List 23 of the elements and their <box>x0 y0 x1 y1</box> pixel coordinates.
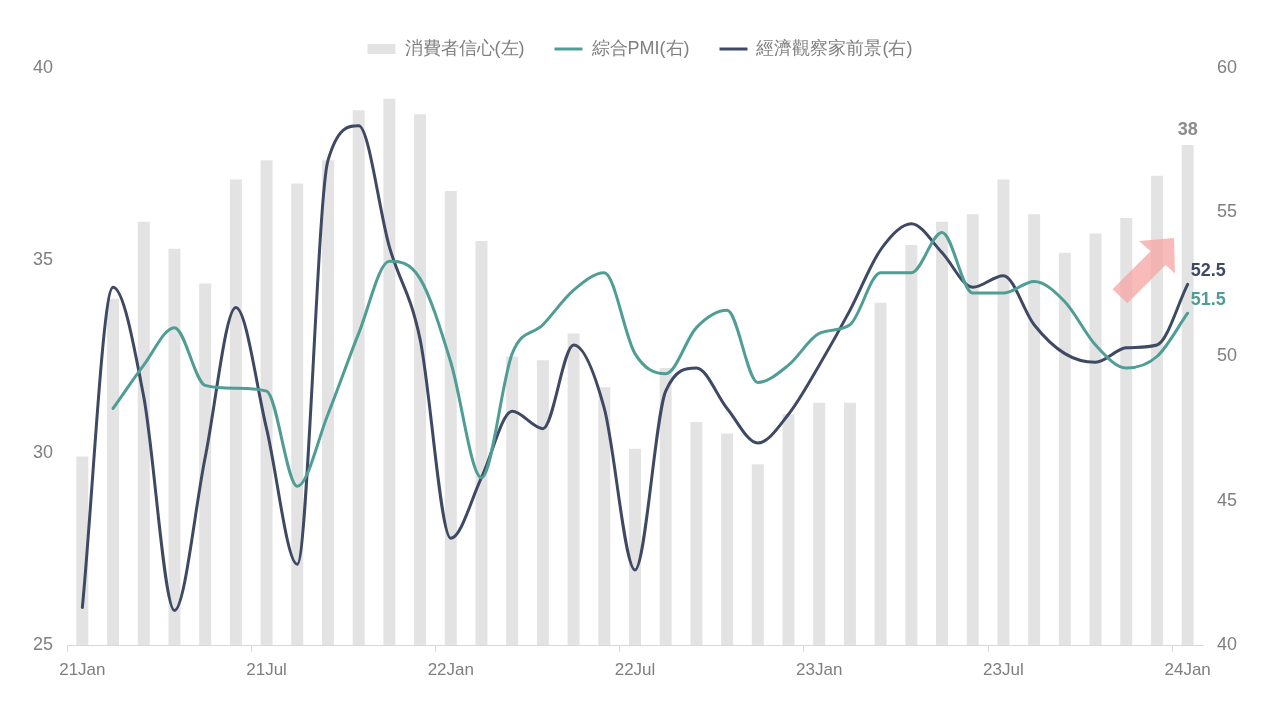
legend-label: 消費者信心(左) <box>404 37 525 58</box>
x-tick-label: 24Jan <box>1164 659 1211 679</box>
data-label: 51.5 <box>1190 289 1226 310</box>
y-tick-label: 35 <box>32 249 53 270</box>
legend-label: 綜合PMI(右) <box>590 37 690 58</box>
y2-tick-label: 40 <box>1217 633 1238 654</box>
line-series <box>111 230 1190 488</box>
y2-tick-label: 45 <box>1217 489 1238 510</box>
legend-label: 經濟觀察家前景(右) <box>755 37 913 58</box>
x-tick-label: 23Jul <box>983 659 1024 679</box>
x-tick-label: 21Jan <box>59 659 106 679</box>
x-tick-label: 21Jul <box>246 659 287 679</box>
data-label: 38 <box>1177 118 1198 139</box>
y2-tick-label: 55 <box>1217 201 1238 222</box>
y2-tick-label: 50 <box>1217 345 1238 366</box>
y-tick-label: 25 <box>32 633 53 654</box>
x-tick-label: 22Jan <box>427 659 474 679</box>
y2-tick-label: 60 <box>1217 56 1238 77</box>
y-tick-label: 40 <box>32 56 53 77</box>
x-tick-label: 23Jan <box>796 659 843 679</box>
y-tick-label: 30 <box>32 441 53 462</box>
data-label: 52.5 <box>1190 260 1226 281</box>
x-tick-label: 22Jul <box>614 659 656 679</box>
